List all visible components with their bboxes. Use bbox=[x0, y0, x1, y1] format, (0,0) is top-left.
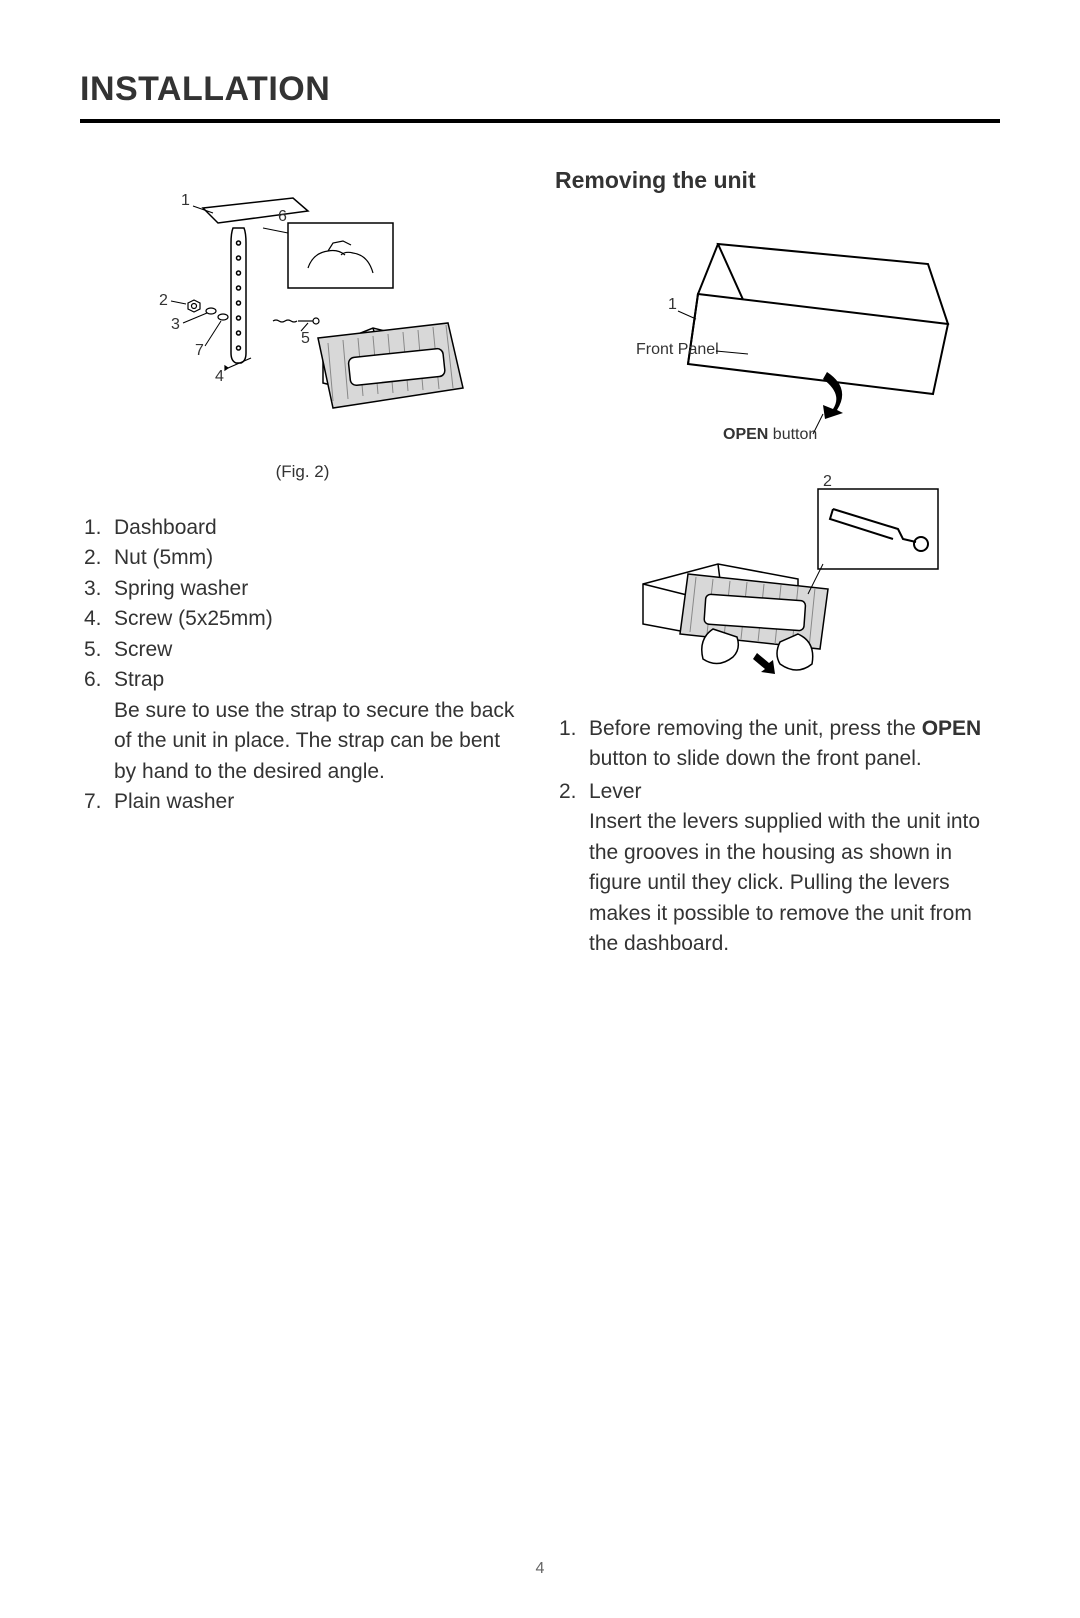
callout-7: 7 bbox=[195, 342, 204, 359]
part-number: 6. bbox=[84, 665, 114, 787]
part-number: 7. bbox=[84, 787, 114, 817]
callout-2-right: 2 bbox=[823, 474, 832, 490]
part-item-2: 2. Nut (5mm) bbox=[84, 543, 525, 573]
page-title: INSTALLATION bbox=[80, 70, 1000, 123]
figure-2-caption: (Fig. 2) bbox=[133, 462, 473, 482]
callout-2: 2 bbox=[159, 292, 168, 309]
part-number: 2. bbox=[84, 543, 114, 573]
page-number: 4 bbox=[0, 1560, 1080, 1578]
part-number: 3. bbox=[84, 574, 114, 604]
step-text: Before removing the unit, press the OPEN… bbox=[589, 714, 1000, 775]
part-label: Dashboard bbox=[114, 513, 525, 543]
right-column: Removing the unit 1 Front Panel bbox=[555, 163, 1000, 962]
part-label: Strap bbox=[114, 668, 164, 691]
part-label: Screw (5x25mm) bbox=[114, 604, 525, 634]
removal-step-1: 1. Before removing the unit, press the O… bbox=[559, 714, 1000, 775]
removal-steps: 1. Before removing the unit, press the O… bbox=[555, 714, 1000, 960]
left-column: 1 bbox=[80, 163, 525, 962]
part-item-1: 1. Dashboard bbox=[84, 513, 525, 543]
open-button-label: OPEN button bbox=[723, 426, 817, 443]
part-label: Nut (5mm) bbox=[114, 543, 525, 573]
removal-step-2: 2. Lever Insert the levers supplied with… bbox=[559, 777, 1000, 960]
figure-front-panel: 1 Front Panel OPEN button bbox=[598, 214, 958, 454]
front-panel-label: Front Panel bbox=[636, 341, 719, 358]
part-extra: Be sure to use the strap to secure the b… bbox=[114, 699, 514, 783]
callout-6: 6 bbox=[278, 208, 287, 225]
step-text: Lever Insert the levers supplied with th… bbox=[589, 777, 1000, 960]
part-number: 1. bbox=[84, 513, 114, 543]
callout-1-right: 1 bbox=[668, 296, 677, 313]
figure-2-diagram: 1 bbox=[133, 183, 473, 453]
step-number: 1. bbox=[559, 714, 589, 775]
figure-lever: 2 bbox=[598, 474, 958, 684]
callout-4: 4 bbox=[215, 368, 224, 385]
part-number: 5. bbox=[84, 635, 114, 665]
part-number: 4. bbox=[84, 604, 114, 634]
part-label: Plain washer bbox=[114, 787, 525, 817]
callout-1: 1 bbox=[181, 192, 190, 209]
part-label: Spring washer bbox=[114, 574, 525, 604]
callout-5: 5 bbox=[301, 330, 310, 347]
part-item-7: 7. Plain washer bbox=[84, 787, 525, 817]
part-item-5: 5. Screw bbox=[84, 635, 525, 665]
content-columns: 1 bbox=[80, 163, 1000, 962]
removing-unit-heading: Removing the unit bbox=[555, 167, 1000, 194]
part-item-3: 3. Spring washer bbox=[84, 574, 525, 604]
part-item-4: 4. Screw (5x25mm) bbox=[84, 604, 525, 634]
part-label: Screw bbox=[114, 635, 525, 665]
step-number: 2. bbox=[559, 777, 589, 960]
callout-3: 3 bbox=[171, 316, 180, 333]
part-item-6: 6. Strap Be sure to use the strap to sec… bbox=[84, 665, 525, 787]
parts-list: 1. Dashboard 2. Nut (5mm) 3. Spring wash… bbox=[80, 513, 525, 817]
